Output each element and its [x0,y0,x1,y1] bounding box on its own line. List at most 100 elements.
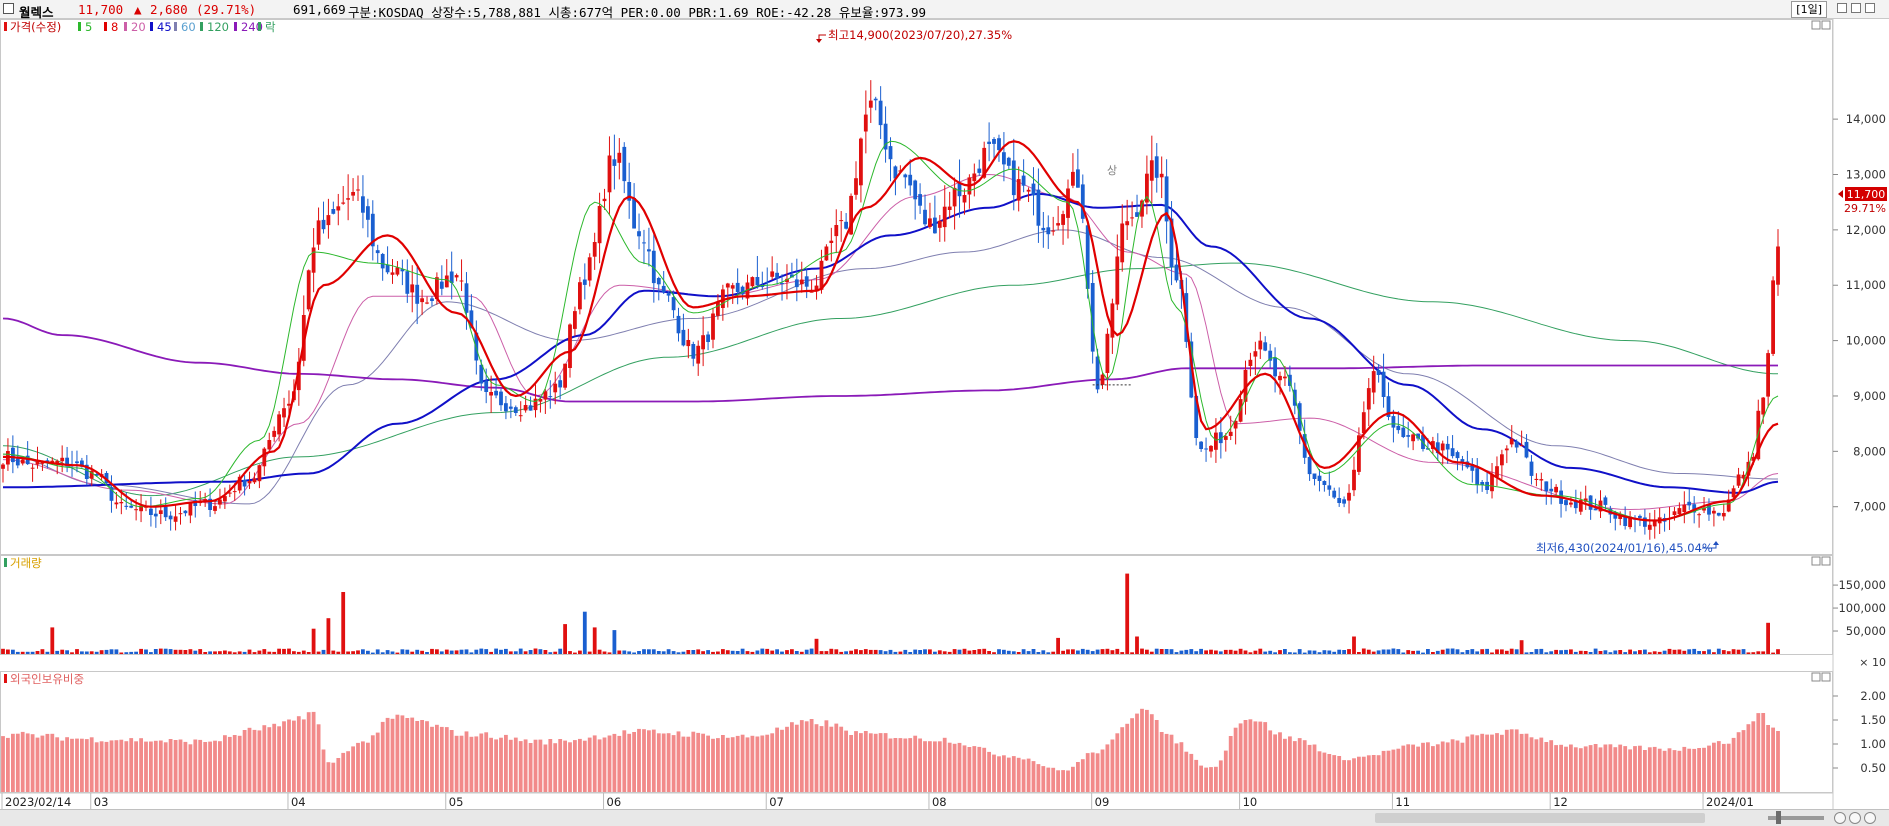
candle-body [1090,283,1095,352]
zoom-slider-handle[interactable] [1776,811,1781,824]
foreign-ratio-bar [1381,750,1386,792]
zoom-slider[interactable] [1768,816,1824,820]
volume-bar [992,652,996,654]
candle-body [637,231,641,237]
volume-bar [651,649,656,654]
candle-body [1125,221,1130,226]
candle-body [1031,183,1036,196]
candle-body [1751,456,1756,461]
volume-bar [587,651,592,654]
trade-volume: 691,669 [293,2,346,17]
volume-bar [957,649,962,654]
volume-bar [597,649,602,654]
candle-body [1509,438,1514,445]
candle-body [119,502,124,504]
zoom-reset-icon[interactable] [1849,812,1861,824]
price-tick-label: 9,000 [1853,389,1886,403]
volume-bar [1485,648,1489,654]
close-icon[interactable] [1865,3,1875,13]
foreign-ratio-bar [1189,753,1194,792]
foreign-ratio-bar [1076,762,1080,792]
zoom-out-icon[interactable] [1834,812,1846,824]
volume-bar [1194,651,1199,654]
foreign-ratio-bar [1628,749,1632,792]
foreign-ratio-bar [1396,748,1401,792]
volume-bar [962,648,967,654]
candle-body [316,220,321,245]
foreign-ratio-bar [676,731,681,792]
candle-body [1085,225,1090,289]
foreign-ratio-bar [385,717,390,792]
foreign-ratio-bar [859,733,863,792]
candle-body [1223,436,1228,440]
foreign-ratio-bar [104,741,109,792]
foreign-ratio-bar [331,762,336,792]
candle-body [1307,457,1312,475]
volume-bar [1766,622,1770,654]
foreign-ratio-bar [1071,766,1075,792]
candle-body [454,275,459,278]
foreign-ratio-bar [612,733,617,792]
candle-body [385,264,390,273]
legend-ma120: 120 [207,20,229,34]
foreign-ratio-bar [1179,742,1184,792]
candle-body [711,313,715,340]
legend-ma20: 20 [131,20,146,34]
maximize-icon[interactable] [1851,3,1861,13]
candle-body [533,398,538,411]
foreign-panel [1,708,1780,792]
candle-body [553,383,558,393]
candle-body [252,478,257,483]
foreign-ratio-bar [933,741,937,792]
candle-body [356,189,360,191]
volume-unit-label: × 10 [1859,656,1886,669]
foreign-ratio-bar [420,720,424,792]
volume-bar [518,648,523,654]
foreign-ratio-bar [237,735,242,792]
select-checkbox[interactable] [3,3,14,14]
volume-bar [859,650,863,654]
foreign-ratio-bar [153,740,158,792]
volume-bar [129,651,134,654]
foreign-ratio-bar [380,721,385,792]
foreign-ratio-bar [1248,719,1253,792]
volume-bar [1283,649,1287,654]
foreign-ratio-bar [1080,759,1085,792]
volume-bar [1470,649,1475,654]
candle-body [1504,448,1509,451]
volume-bar [1337,649,1342,654]
volume-tick-label: 100,000 [1838,601,1886,615]
volume-bar [158,648,163,654]
volume-bar [1273,652,1277,654]
candle-body [1736,474,1741,486]
horizontal-scrollbar[interactable] [0,809,1889,826]
scrollbar-thumb[interactable] [1375,813,1705,823]
volume-bar [1371,651,1376,654]
foreign-ratio-bar [1357,756,1361,792]
candle-body [928,218,932,227]
minimize-icon[interactable] [1837,3,1847,13]
foreign-ratio-bar [681,736,686,792]
foreign-ratio-bar [1386,750,1391,792]
volume-bar [578,650,582,654]
volume-bar [1647,652,1652,654]
volume-bar [647,649,651,654]
candle-body [1534,478,1539,480]
zoom-in-icon[interactable] [1864,812,1876,824]
volume-bar [499,649,503,654]
stock-chart[interactable]: 가격(수정) 5 8 20 45 60 120 240 락 거래량 외국인보유비… [0,19,1889,809]
foreign-ratio-bar [553,743,558,792]
legend-ma8: 8 [111,20,118,34]
candle-body [1381,371,1386,397]
candle-body [1,464,5,469]
volume-bar [1721,650,1726,654]
volume-bar [119,652,124,654]
volume-bar [1347,649,1351,654]
candle-body [60,457,65,462]
foreign-ratio-bar [533,739,538,792]
candle-body [361,196,365,213]
candle-body [952,187,957,207]
candle-body [1702,507,1706,511]
timeframe-button[interactable]: [1일] [1791,1,1827,18]
foreign-ratio-bar [499,737,503,792]
